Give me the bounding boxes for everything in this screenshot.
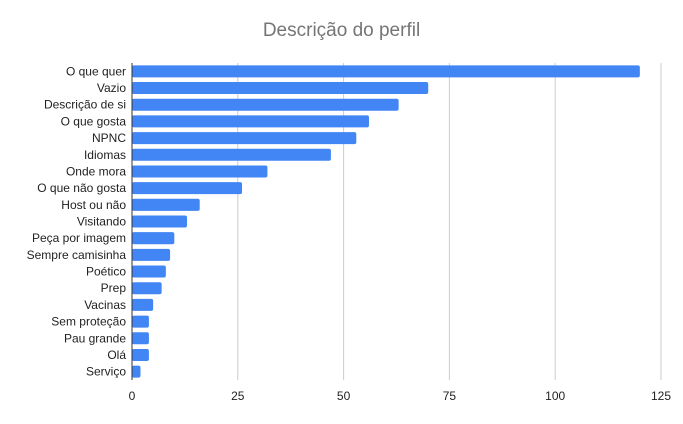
bar (132, 165, 268, 178)
bar (132, 115, 369, 128)
bar (132, 265, 166, 278)
x-tick-label: 100 (545, 389, 565, 403)
bar (132, 365, 141, 378)
y-tick-label: Vazio (97, 81, 126, 95)
bar (132, 332, 149, 345)
y-tick-label: Visitando (77, 215, 126, 229)
x-tick-label: 25 (231, 389, 245, 403)
bar (132, 82, 429, 95)
x-tick-label: 75 (443, 389, 457, 403)
bar (132, 215, 188, 228)
bar (132, 132, 357, 145)
y-tick-label: Pau grande (64, 331, 126, 345)
y-tick-label: Olá (107, 348, 126, 362)
y-tick-label: Sempre camisinha (27, 248, 127, 262)
bar (132, 232, 175, 245)
bar (132, 65, 640, 78)
y-tick-label: Vacinas (84, 298, 126, 312)
bar (132, 282, 162, 295)
bar (132, 198, 200, 211)
y-tick-label: Serviço (86, 365, 126, 379)
bar (132, 298, 154, 311)
bar (132, 148, 331, 161)
y-tick-label: Peça por imagem (32, 231, 126, 245)
y-tick-label: Descrição de si (44, 98, 126, 112)
bar (132, 182, 243, 195)
bar (132, 248, 171, 261)
x-tick-label: 125 (651, 389, 671, 403)
bar (132, 315, 149, 328)
y-tick-label: O que quer (66, 64, 126, 78)
y-tick-label: Sem proteção (51, 315, 126, 329)
y-tick-label: Host ou não (61, 198, 126, 212)
y-tick-label: O que não gosta (37, 181, 126, 195)
y-tick-label: Onde mora (66, 164, 126, 178)
x-tick-label: 0 (129, 389, 136, 403)
y-tick-label: Idiomas (84, 148, 126, 162)
y-tick-label: Poético (86, 265, 126, 279)
y-tick-label: NPNC (92, 131, 126, 145)
bar (132, 98, 399, 111)
x-tick-label: 50 (337, 389, 351, 403)
bar (132, 348, 149, 361)
chart-title: Descrição do perfil (262, 20, 421, 41)
y-tick-label: Prep (101, 281, 127, 295)
y-tick-label: O que gosta (61, 114, 127, 128)
